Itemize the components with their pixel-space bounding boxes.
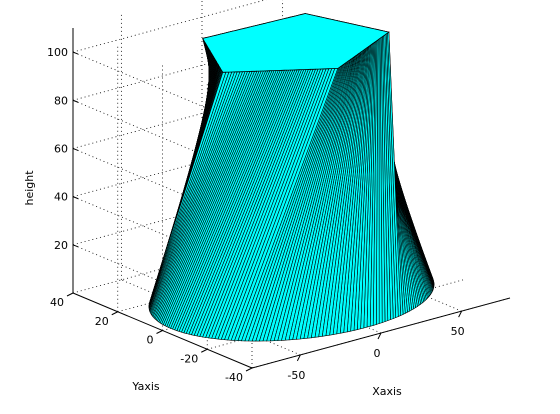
surface-plot	[148, 13, 435, 342]
grid-line	[72, 174, 332, 246]
x-tick-label: 0	[374, 347, 381, 360]
y-tick-mark	[245, 367, 253, 372]
z-axis-label: height	[23, 170, 36, 206]
z-tick-mark	[72, 147, 79, 151]
z-tick-label: 80	[54, 94, 68, 107]
x-tick-label: 50	[451, 325, 465, 338]
grid-line	[72, 29, 332, 101]
grid-line	[72, 0, 267, 53]
y-tick-mark	[111, 311, 118, 316]
y-tick-label: 0	[147, 334, 154, 347]
y-tick-mark	[156, 330, 163, 334]
x-tick-mark	[377, 332, 382, 340]
z-tick-mark	[72, 99, 79, 103]
grid-line	[72, 78, 332, 149]
z-tick-mark	[72, 244, 79, 248]
y-tick-label: 40	[50, 296, 64, 309]
y-axis-label: Yaxis	[131, 380, 160, 393]
axes	[66, 28, 511, 372]
grid-line	[121, 279, 301, 356]
z-tick-mark	[72, 51, 79, 55]
y-tick-label: -20	[180, 352, 198, 365]
tick-labels: -50 0 50 -40 -20 0 20 40 20 40 60 80 100	[47, 46, 465, 384]
z-tick-label: 40	[54, 191, 68, 204]
z-tick-label: 100	[47, 46, 68, 59]
grid-line	[72, 222, 332, 294]
y-tick-mark	[201, 348, 208, 353]
surface-top-cap	[202, 13, 390, 73]
grid-line	[72, 126, 332, 198]
z-tick-label: 20	[54, 239, 68, 252]
z-tick-mark	[72, 196, 79, 200]
x-tick-mark	[296, 354, 301, 362]
grid-line	[282, 235, 462, 312]
z-tick-label: 60	[54, 142, 68, 155]
y-tick-label: -40	[225, 371, 243, 384]
y-tick-label: 20	[95, 315, 109, 328]
x-axis-label: Xaxis	[372, 385, 402, 398]
x-tick-label: -50	[287, 369, 305, 382]
x-tick-mark	[458, 310, 463, 318]
y-tick-mark	[66, 292, 74, 297]
